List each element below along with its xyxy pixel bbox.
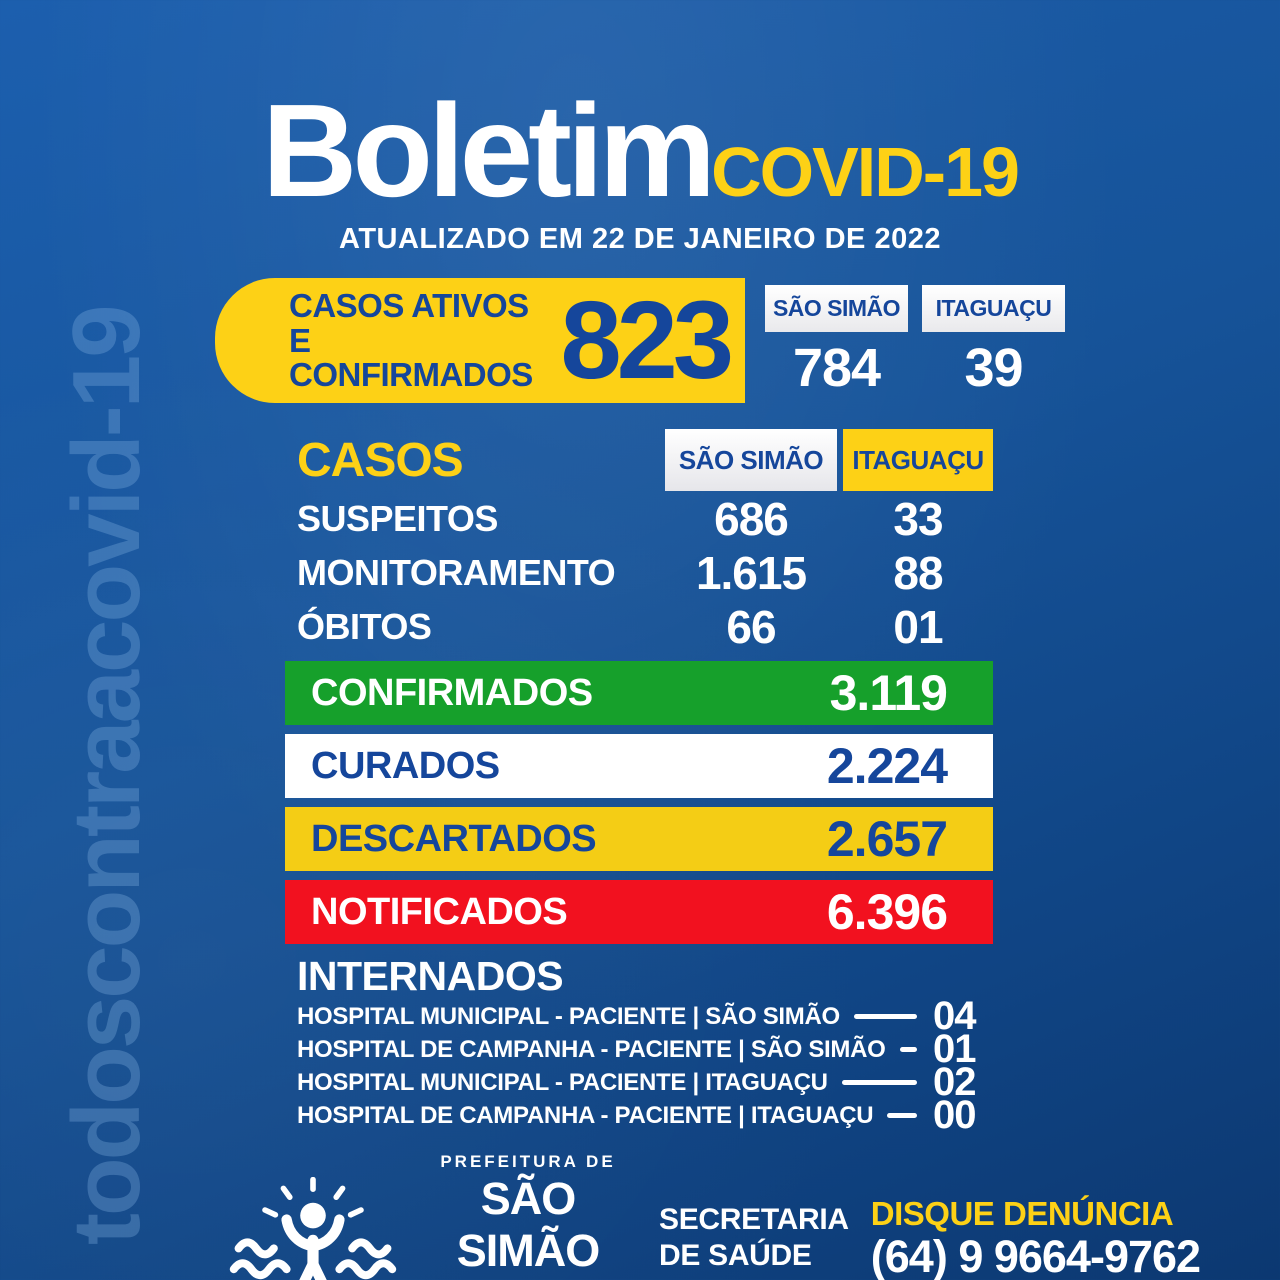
disque-denuncia: DISQUE DENÚNCIA (64) 9 9664-9762 [870,1195,1201,1280]
active-cases-total: 823 [560,278,734,402]
leader-line [853,1014,917,1020]
active-cases-label: CASOS ATIVOS E CONFIRMADOS [289,289,560,392]
updated-date: ATUALIZADO EM 22 DE JANEIRO DE 2022 [215,223,1065,256]
active-cases-by-city: SÃO SIMÃO 784 ITAGUAÇU 39 [765,278,1065,403]
stat-bars: CONFIRMADOS 3.119 CURADOS 2.224 DESCARTA… [285,661,993,945]
active-value-itaguacu: 39 [964,338,1023,399]
active-cases-label-line1: CASOS ATIVOS [289,287,529,325]
row-label-obitos: ÓBITOS [297,606,432,648]
bar-descartados: DESCARTADOS 2.657 [285,807,993,872]
secretaria-line1: SECRETARIA [659,1202,849,1236]
bar-confirmados-value: 3.119 [829,665,948,722]
leader-line [887,1113,917,1119]
bar-descartados-label: DESCARTADOS [311,817,597,860]
bar-descartados-value: 2.657 [826,811,948,868]
active-value-sao-simao: 784 [792,338,881,399]
suspeitos-itaguacu: 33 [893,493,943,546]
disque-denuncia-phone: (64) 9 9664-9762 [870,1231,1201,1280]
internados-row-value: 02 [933,1060,977,1105]
footer: PREFEITURA DE SÃO SIMÃO MAIS PELA NOSSA … [229,1152,1201,1280]
secretaria-de-saude: SECRETARIA DE SAÚDE [659,1202,849,1274]
internados-row-value: 04 [933,994,977,1039]
list-item: HOSPITAL DE CAMPANHA - PACIENTE | SÃO SI… [285,1027,993,1071]
leader-line [841,1080,917,1086]
list-item: HOSPITAL MUNICIPAL - PACIENTE | SÃO SIMÃ… [285,994,993,1038]
page-title: Boletim COVID-19 [215,77,1065,224]
cases-title: CASOS [297,433,464,487]
table-header-sao-simao: SÃO SIMÃO [665,429,837,492]
internados-row-label: HOSPITAL MUNICIPAL - PACIENTE | ITAGUAÇU [297,1068,828,1096]
bar-confirmados-label: CONFIRMADOS [311,671,593,714]
prefeitura-wordmark: PREFEITURA DE SÃO SIMÃO MAIS PELA NOSSA … [419,1152,637,1280]
bar-curados-value: 2.224 [826,738,948,795]
city-header-sao-simao: SÃO SIMÃO [765,285,908,333]
updated-date-bold: DE JANEIRO DE 2022 [633,223,941,256]
cases-table-header: CASOS SÃO SIMÃO ITAGUAÇU [285,429,993,492]
bar-confirmados: CONFIRMADOS 3.119 [285,661,993,726]
active-cases-banner: CASOS ATIVOS E CONFIRMADOS 823 [215,278,745,404]
disque-denuncia-label: DISQUE DENÚNCIA [870,1195,1174,1233]
waves-right-icon [335,1238,397,1280]
active-col-itaguacu: ITAGUAÇU 39 [922,285,1065,403]
watermark-todos-contra-covid: todoscontraacovid-19 [53,307,160,1245]
row-label-monitoramento: MONITORAMENTO [297,552,616,594]
row-label-suspeitos: SUSPEITOS [297,498,498,540]
internados-title: INTERNADOS [297,953,564,1000]
table-row: ÓBITOS 66 01 [285,601,993,653]
secretaria-line2: DE SAÚDE [659,1238,812,1272]
obitos-itaguacu: 01 [893,601,943,654]
prefeitura-de-label: PREFEITURA DE [440,1152,616,1172]
bar-notificados: NOTIFICADOS 6.396 [285,880,993,945]
table-row: SUSPEITOS 686 33 [285,493,993,545]
table-header-itaguacu: ITAGUAÇU [843,429,993,492]
bar-notificados-value: 6.396 [826,884,948,941]
active-cases-section: CASOS ATIVOS E CONFIRMADOS 823 SÃO SIMÃO… [215,278,1065,404]
list-item: HOSPITAL DE CAMPANHA - PACIENTE | ITAGUA… [285,1093,993,1137]
sun-rays-icon [262,1176,364,1218]
bulletin: Boletim COVID-19 ATUALIZADO EM 22 DE JANE… [215,0,1201,1280]
prefeitura-name: SÃO SIMÃO [456,1173,601,1277]
title-boletim: Boletim [262,77,716,224]
city-header-itaguacu: ITAGUAÇU [922,285,1065,333]
monitoramento-itaguacu: 88 [893,547,943,600]
leader-line [899,1047,917,1053]
active-col-sao-simao: SÃO SIMÃO 784 [765,285,908,403]
statistics-block: CASOS SÃO SIMÃO ITAGUAÇU SUSPEITOS 686 3… [285,429,993,1137]
list-item: HOSPITAL MUNICIPAL - PACIENTE | ITAGUAÇU… [285,1060,993,1104]
updated-date-prefix: ATUALIZADO EM 22 [339,223,634,256]
obitos-sao-simao: 66 [726,601,776,654]
monitoramento-sao-simao: 1.615 [695,547,807,600]
bar-curados-label: CURADOS [311,744,500,787]
table-row: MONITORAMENTO 1.615 88 [285,547,993,599]
sao-simao-city-logo-icon [229,1176,397,1280]
internados-row-value: 01 [933,1027,977,1072]
suspeitos-sao-simao: 686 [714,493,789,546]
active-cases-label-line2: E CONFIRMADOS [289,321,533,394]
internados-row-label: HOSPITAL DE CAMPANHA - PACIENTE | ITAGUA… [297,1101,874,1129]
internados-row-label: HOSPITAL MUNICIPAL - PACIENTE | SÃO SIMÃ… [297,1002,840,1030]
internados-row-value: 00 [933,1093,977,1138]
waves-left-icon [229,1238,291,1280]
bar-curados: CURADOS 2.224 [285,734,993,799]
internados-row-label: HOSPITAL DE CAMPANHA - PACIENTE | SÃO SI… [297,1035,886,1063]
bar-notificados-label: NOTIFICADOS [311,890,568,933]
title-covid19: COVID-19 [711,133,1020,211]
